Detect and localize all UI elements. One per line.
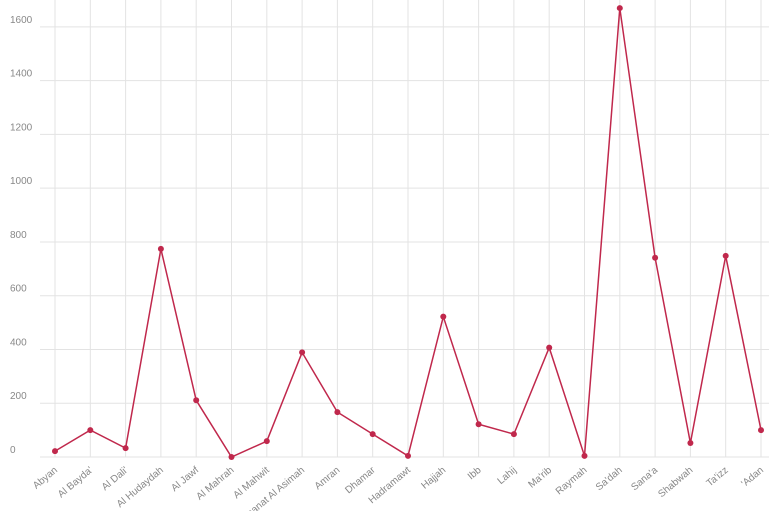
x-tick-label: Al Bayda'	[56, 465, 95, 500]
y-tick-label: 1000	[10, 176, 33, 187]
y-tick-label: 0	[10, 445, 16, 456]
y-tick-label: 800	[10, 230, 27, 241]
x-tick-label: Sa'dah	[594, 465, 625, 493]
y-tick-label: 1400	[10, 69, 33, 80]
data-point	[369, 431, 376, 438]
data-point	[87, 427, 94, 434]
data-point	[157, 245, 164, 252]
data-point	[510, 431, 517, 438]
x-tick-label: Raymah	[554, 465, 590, 497]
data-point	[616, 5, 623, 12]
data-point	[334, 409, 341, 416]
y-tick-label: 1600	[10, 15, 33, 26]
data-point	[405, 452, 411, 459]
x-tick-label: Ma'rib	[526, 465, 554, 491]
x-tick-label: Abyan	[31, 465, 60, 492]
x-tick-label: Ta'izz	[705, 465, 731, 489]
x-tick-label: Shabwah	[656, 465, 695, 500]
data-point	[299, 349, 306, 356]
y-tick-label: 200	[10, 391, 27, 402]
x-tick-label: Al Mahrah	[194, 465, 236, 503]
data-point	[193, 397, 200, 404]
x-tick-label: Hajjah	[419, 465, 448, 492]
data-point	[475, 421, 482, 428]
x-tick-label: Lahij	[496, 465, 519, 487]
data-point	[652, 254, 659, 261]
data-point	[263, 438, 270, 445]
y-tick-label: 400	[10, 337, 27, 348]
x-tick-label: Sana'a	[629, 465, 660, 494]
data-point	[52, 448, 58, 455]
x-tick-label: Al Dali'	[100, 465, 131, 493]
data-point	[546, 344, 553, 351]
data-point	[581, 452, 588, 459]
x-tick-label: Ibb	[466, 465, 484, 483]
y-tick-label: 600	[10, 284, 27, 295]
data-point	[122, 445, 129, 452]
data-point	[440, 313, 447, 320]
x-tick-label: 'Adan	[740, 465, 766, 490]
data-point	[722, 252, 729, 259]
x-tick-label: Amran	[313, 465, 343, 492]
y-tick-label: 1200	[10, 122, 33, 133]
data-point	[687, 440, 694, 447]
x-tick-label: Al Jawf	[169, 465, 201, 494]
data-point	[758, 427, 764, 434]
data-point	[228, 454, 235, 460]
